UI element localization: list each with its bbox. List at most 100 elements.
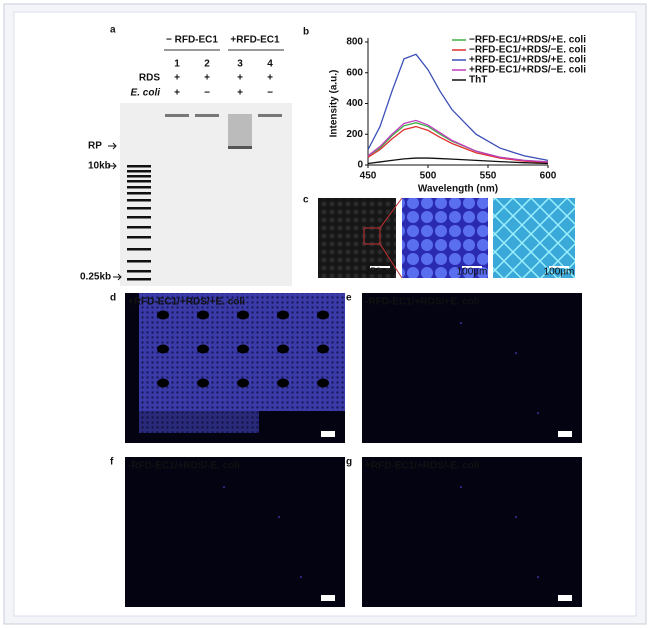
micrograph [493, 198, 575, 278]
series-line [367, 53, 549, 162]
zoom-box [363, 227, 381, 245]
x-tick-label: 500 [420, 171, 437, 182]
x-axis-label: Wavelength (nm) [418, 184, 498, 195]
row-label: E. coli [131, 88, 161, 99]
ladder-band [127, 216, 151, 219]
hole [277, 310, 289, 320]
hole [237, 344, 249, 354]
scale-label: 250μm [365, 267, 396, 278]
fluorescence-caption: +RFD-EC1/+RDS/+E. coli [128, 297, 245, 308]
lane-number: 1 [174, 59, 180, 70]
hole [237, 310, 249, 320]
sign: + [174, 88, 180, 99]
cell-layer [139, 411, 259, 433]
hole [157, 310, 169, 320]
panel-label: e [346, 293, 352, 304]
hole [317, 344, 329, 354]
hole [157, 378, 169, 388]
row-label: RDS [139, 73, 160, 84]
x-tick-label: 550 [480, 171, 497, 182]
sign: − [267, 88, 273, 99]
ladder-band [127, 180, 151, 183]
sign: − [204, 88, 210, 99]
fluorescence-image [125, 457, 345, 607]
hole [317, 310, 329, 320]
scale-bar [370, 266, 390, 268]
spot [537, 576, 539, 578]
sign: + [174, 73, 180, 84]
marker-arrow [108, 142, 117, 150]
ladder-band [127, 175, 151, 178]
panel-label: d [110, 293, 116, 304]
spot [515, 516, 517, 518]
micrograph [318, 198, 396, 278]
sign: + [237, 73, 243, 84]
legend-label: +RFD-EC1/+RDS/−E. coli [469, 65, 586, 76]
hole [277, 344, 289, 354]
marker-arrow [108, 162, 117, 170]
ladder-band [127, 165, 151, 168]
hole [317, 378, 329, 388]
gel-group: +RFD-EC1 [230, 35, 280, 46]
series-line [367, 125, 549, 164]
marker-arrow [113, 273, 122, 281]
y-axis-label: Intensity (a.u.) [329, 70, 340, 138]
y-tick-label: 200 [346, 129, 363, 140]
marker-label: 0.25kb [80, 272, 111, 283]
ladder-band [127, 226, 151, 229]
spot [460, 322, 462, 324]
rp-band [228, 146, 252, 149]
panel-label: a [110, 25, 116, 36]
well-band [165, 114, 189, 117]
lane-number: 4 [267, 59, 273, 70]
spot [537, 412, 539, 414]
panel-label: g [346, 457, 352, 468]
spot [300, 576, 302, 578]
series-line [367, 157, 549, 165]
smear [228, 114, 252, 148]
x-tick-label: 450 [360, 171, 377, 182]
y-tick-label: 800 [346, 37, 363, 48]
series-line [367, 119, 549, 163]
spot [223, 486, 225, 488]
hole [197, 310, 209, 320]
fluorescence-caption: +RFD-EC1/+RDS/-E. coli [365, 461, 480, 472]
scale-label: 100μm [457, 267, 488, 278]
fluorescence-caption: -RFD-EC1/+RDS/-E. coli [128, 461, 240, 472]
zoom-lines [379, 197, 403, 279]
ladder-band [127, 278, 151, 281]
well-band [195, 114, 219, 117]
fluorescence-image [362, 457, 582, 607]
ladder-band [127, 270, 151, 273]
spot [278, 516, 280, 518]
scale-label: 100μm [544, 267, 575, 278]
fluorescence-caption: -RFD-EC1/+RDS/+E. coli [365, 297, 480, 308]
fluorescence-image [362, 293, 582, 443]
well-band [258, 114, 282, 117]
lane-number: 3 [237, 59, 243, 70]
ladder-band [127, 248, 151, 251]
y-tick-label: 600 [346, 67, 363, 78]
ladder-band [127, 186, 151, 189]
hole [157, 344, 169, 354]
gel-group: − RFD-EC1 [166, 35, 218, 46]
scale-bar [558, 595, 572, 601]
lane-number: 2 [204, 59, 210, 70]
hole [277, 378, 289, 388]
panel-label: b [303, 27, 309, 38]
sign: + [237, 88, 243, 99]
legend-label: −RFD-EC1/+RDS/+E. coli [469, 35, 586, 46]
legend-label: ThT [469, 75, 487, 86]
ladder-band [127, 170, 151, 173]
hole [197, 378, 209, 388]
ladder-band [127, 199, 151, 202]
hole [237, 378, 249, 388]
y-tick-label: 400 [346, 98, 363, 109]
spot [515, 352, 517, 354]
marker-label: RP [88, 141, 102, 152]
scale-bar [549, 266, 569, 268]
panel-label: f [110, 457, 114, 468]
hole [197, 344, 209, 354]
y-tick-label: 0 [357, 160, 363, 171]
